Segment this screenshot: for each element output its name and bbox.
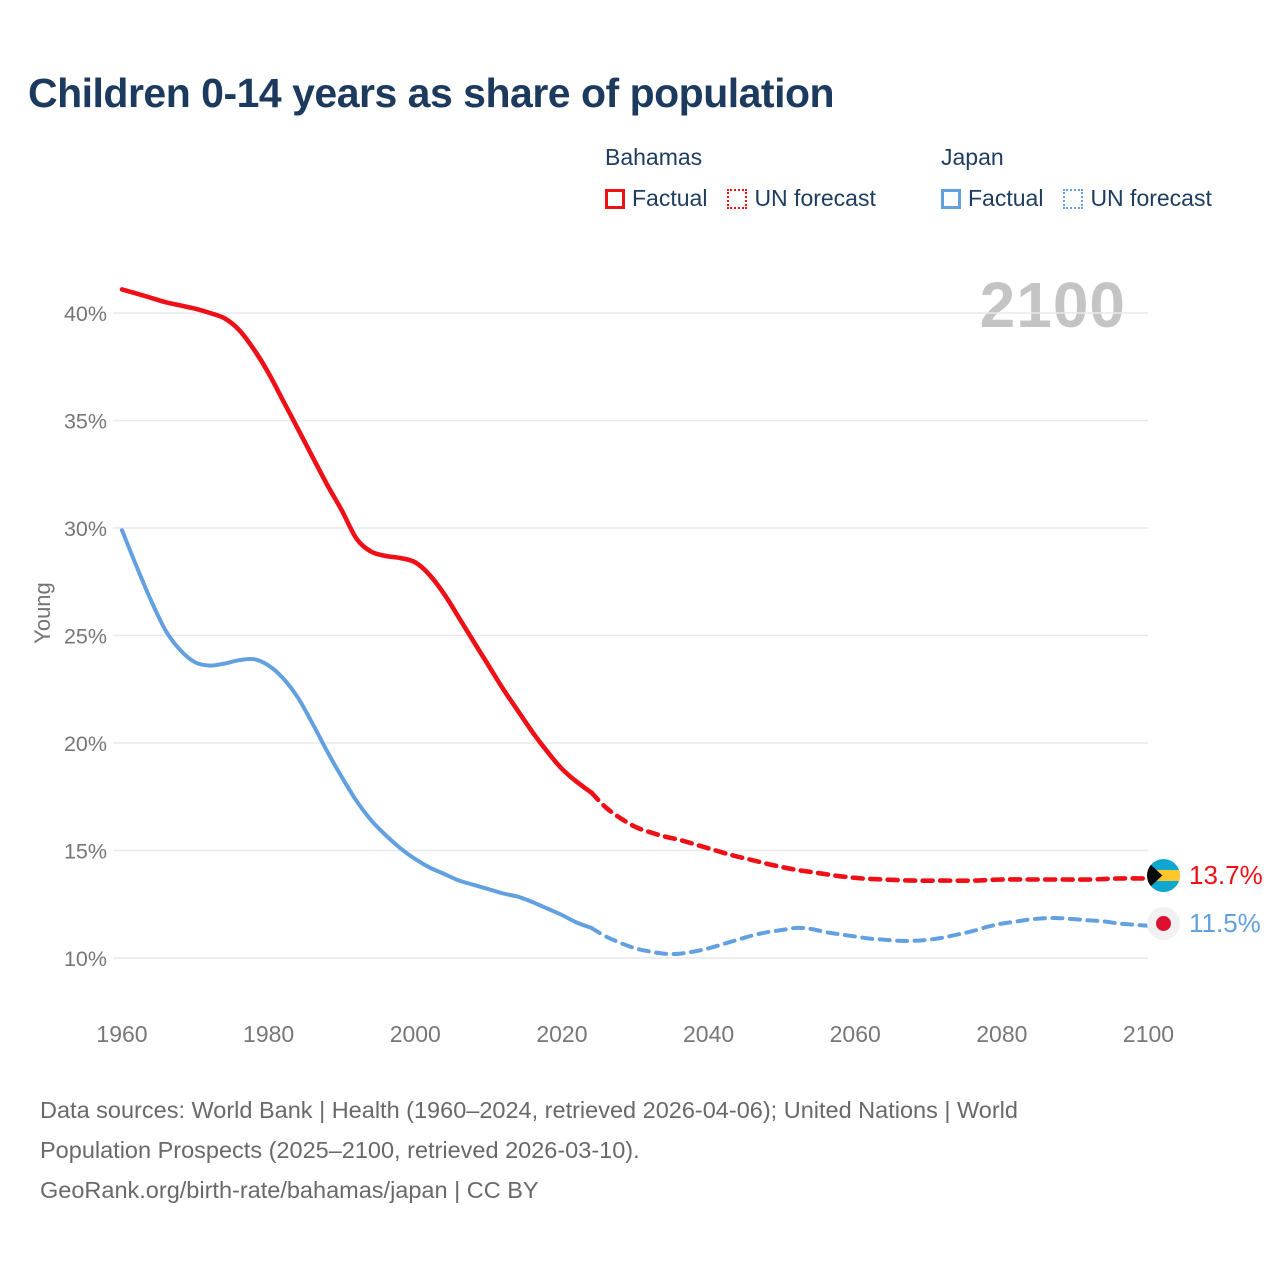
dotted-line-swatch-icon [1063,188,1084,209]
y-tick-label: 15% [64,840,107,864]
legend-item-label: Factual [632,185,708,211]
bahamas-flag-icon [1147,859,1180,892]
legend-item-bahamas-factual[interactable]: Factual [605,185,707,212]
footer-attribution-line: GeoRank.org/birth-rate/bahamas/japan | C… [40,1177,539,1203]
series-japan-un-forecast [589,916,1151,956]
watermark-year: 2100 [979,269,1126,341]
page-title: Children 0-14 years as share of populati… [28,70,835,116]
x-tick-label: 2060 [830,1021,881,1047]
footer-source-line: Population Prospects (2025–2100, retriev… [40,1137,640,1163]
footer-source-line: Data sources: World Bank | Health (1960–… [40,1097,1018,1123]
legend-item-label: UN forecast [1090,185,1212,211]
japan-flag-icon [1147,907,1180,940]
legend-item-label: UN forecast [754,185,876,211]
solid-line-swatch-icon [941,188,961,209]
x-tick-label: 2040 [683,1021,734,1047]
series-bahamas-un-forecast [589,790,1151,883]
y-tick-label: 10% [64,947,107,971]
legend-item-japan-factual[interactable]: Factual [941,185,1043,212]
end-label-bahamas: 13.7% [1147,859,1263,892]
legend-group-title: Bahamas [605,144,703,170]
data-sources-footer: Data sources: World Bank | Health (1960–… [40,1090,1240,1210]
dotted-line-swatch-icon [727,188,748,209]
x-tick-label: 1980 [243,1021,294,1047]
x-tick-label: 1960 [96,1021,147,1047]
y-tick-label: 30% [64,517,107,541]
bahamas-end-value: 13.7% [1189,860,1263,890]
legend-item-japan-forecast[interactable]: UN forecast [1063,185,1212,212]
series-bahamas-factual [119,287,594,795]
y-tick-label: 20% [64,732,107,756]
japan-end-value: 11.5% [1189,908,1261,938]
x-tick-label: 2020 [536,1021,587,1047]
y-tick-label: 40% [64,302,107,326]
x-tick-label: 2100 [1123,1021,1174,1047]
solid-line-swatch-icon [605,188,625,209]
legend-group-bahamas: Bahamas Factual UN forecast [605,144,876,212]
x-tick-label: 2000 [390,1021,441,1047]
x-tick-label: 2080 [976,1021,1027,1047]
y-tick-label: 35% [64,410,107,434]
legend-group-japan: Japan Factual UN forecast [941,144,1212,212]
legend-group-title: Japan [941,144,1004,170]
legend-item-bahamas-forecast[interactable]: UN forecast [727,185,876,212]
end-label-japan: 11.5% [1147,907,1261,940]
y-tick-label: 25% [64,625,107,649]
legend-item-label: Factual [968,185,1044,211]
series-japan-factual [120,528,594,930]
